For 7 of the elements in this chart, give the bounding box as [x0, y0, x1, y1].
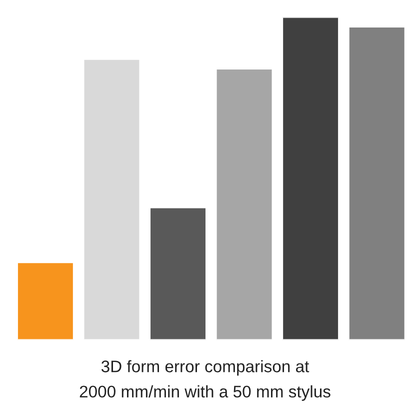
text: 3D form error comparison at 2000 mm/min with a 50 mm stylus	[80, 360, 330, 401]
bar	[215, 68, 274, 340]
bar	[282, 17, 340, 340]
bar	[82, 58, 141, 340]
bar	[16, 262, 74, 340]
bar	[348, 26, 406, 340]
bar	[149, 206, 207, 340]
